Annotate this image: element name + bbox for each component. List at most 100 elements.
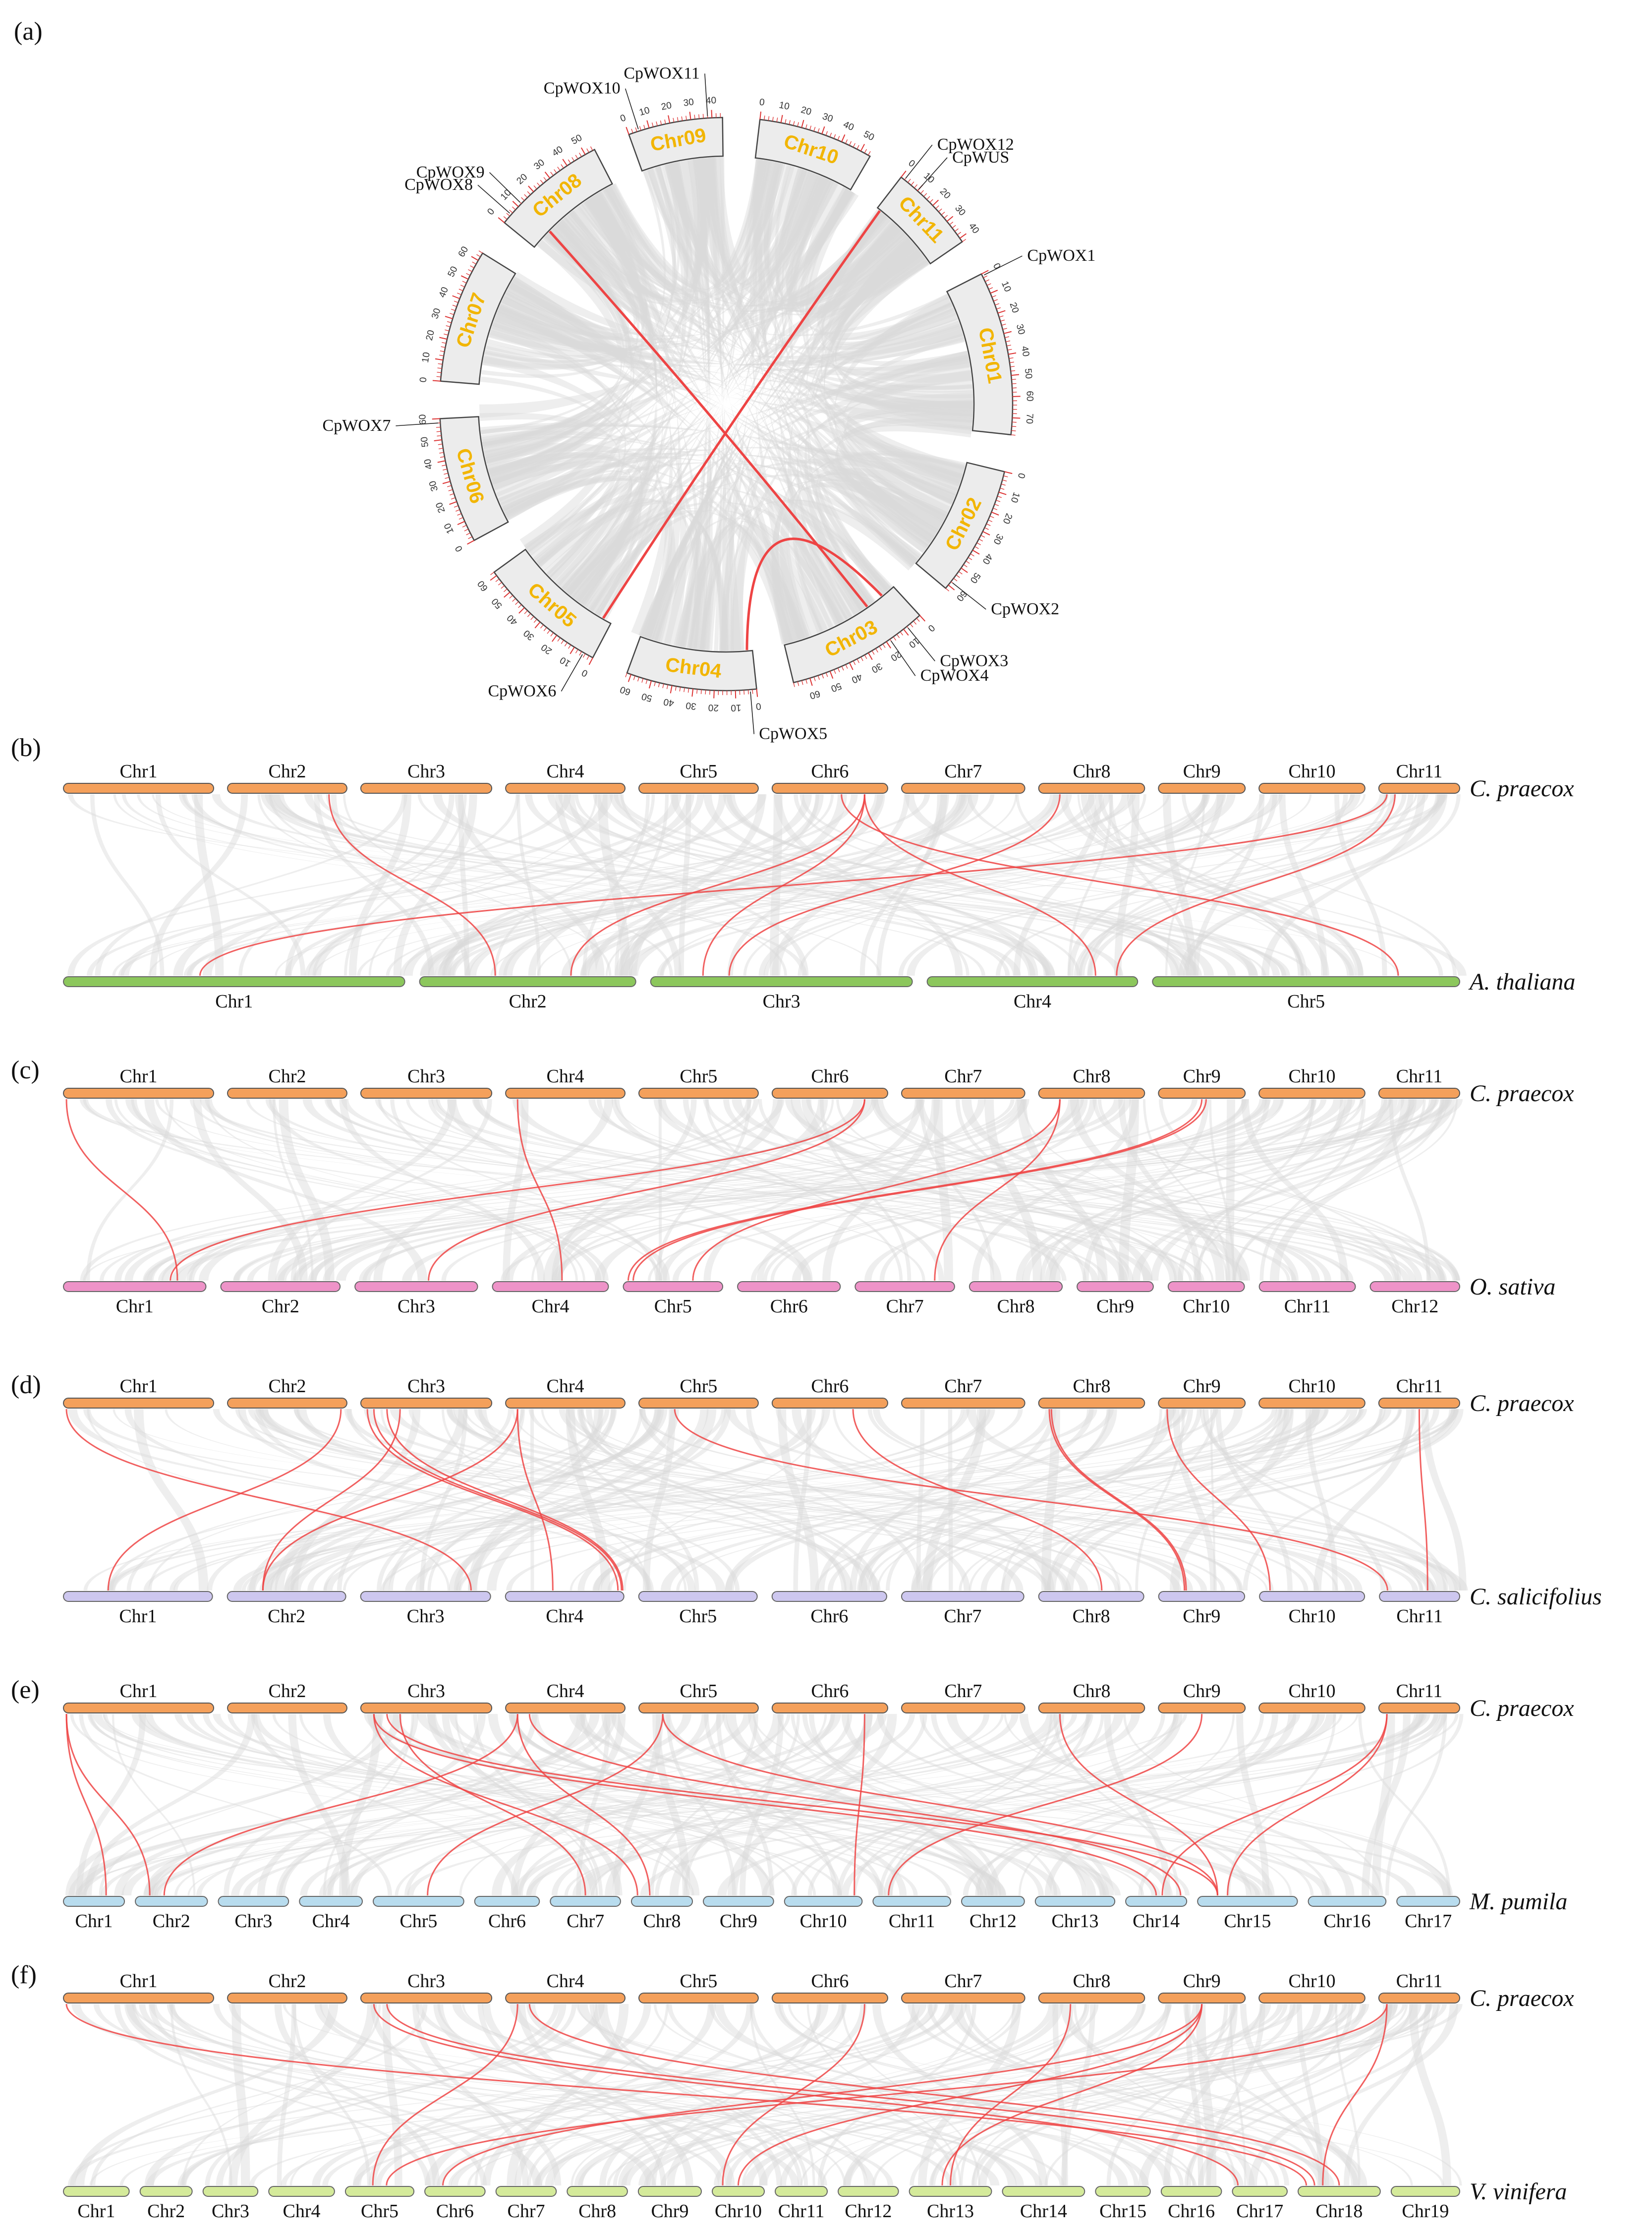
- collinear-block: [254, 1409, 652, 1590]
- collinear-block: [482, 2004, 716, 2185]
- panel-label-e: (e): [11, 1676, 40, 1704]
- tick: [627, 674, 632, 682]
- collinear-block: [233, 1409, 1367, 1590]
- tick: [990, 290, 998, 294]
- collinear-block: [726, 794, 1180, 976]
- tick: [670, 685, 673, 694]
- tick: [1000, 487, 1005, 490]
- tick: [447, 485, 452, 487]
- collinear-block: [152, 1714, 791, 1895]
- tick: [705, 690, 706, 695]
- panel-label-d: (d): [11, 1371, 41, 1399]
- tick: [673, 118, 675, 122]
- collinear-block: [1163, 2004, 1238, 2185]
- syntenic-link: [1166, 1409, 1271, 1591]
- collinear-block: [158, 1099, 1314, 1281]
- tick-label: 10: [731, 702, 741, 713]
- syntenic-link: [199, 794, 1388, 976]
- chromosome-bar: [1152, 976, 1461, 987]
- tick: [462, 281, 467, 284]
- collinear-block: [1081, 794, 1308, 976]
- chromosome-bar: [1077, 1281, 1154, 1292]
- tick: [452, 295, 460, 299]
- chromosome-bar: [505, 783, 626, 794]
- panel-c: Chr1 Chr2 Chr3 Chr4 Chr5 Chr6 Chr7 Chr8 Chr9 Chr1…: [63, 1066, 1574, 1317]
- collinear-block: [612, 1714, 664, 1895]
- background-link: [543, 230, 687, 646]
- chromosome-label: Chr11: [1396, 1376, 1443, 1397]
- tick: [466, 532, 470, 535]
- collinear-block: [1044, 1099, 1387, 1281]
- tick: [445, 329, 450, 332]
- collinear-block: [290, 1409, 421, 1590]
- collinear-block: [1016, 794, 1305, 976]
- tick-label: 0: [991, 261, 1003, 271]
- chromosome-label: Chr15: [1099, 2201, 1146, 2222]
- collinear-block: [528, 1409, 1309, 1590]
- chromosome-label: Chr8: [1073, 1681, 1110, 1702]
- tick: [528, 185, 534, 192]
- collinear-block: [1044, 2004, 1413, 2185]
- tick: [980, 535, 985, 538]
- collinear-block: [732, 1099, 1447, 1281]
- chromosome-label: Chr12: [845, 2201, 892, 2222]
- chromosome-bar: [360, 1993, 493, 2003]
- collinear-block: [314, 2004, 875, 2185]
- tick: [793, 121, 795, 126]
- chromosome-label: Chr6: [811, 1971, 849, 1992]
- chromosome-bar: [360, 783, 493, 794]
- tick: [1006, 345, 1011, 347]
- syntenic-link: [722, 2003, 865, 2186]
- collinear-block: [963, 1714, 1447, 1895]
- background-link: [503, 462, 942, 533]
- chromosome-label: Chr7: [507, 2201, 545, 2222]
- chromosome-bar: [961, 1896, 1025, 1907]
- collinear-block: [653, 2004, 1196, 2185]
- collinear-block: [213, 1409, 1207, 1590]
- tick: [437, 460, 446, 463]
- collinear-block: [260, 1409, 1088, 1590]
- tick-label: 30: [532, 157, 547, 172]
- tick: [533, 619, 537, 623]
- collinear-block: [679, 794, 691, 976]
- syntenic-link: [692, 1099, 1061, 1281]
- tick: [864, 654, 867, 659]
- chromosome-bar: [227, 1703, 347, 1713]
- collinear-block: [442, 794, 834, 976]
- tick: [543, 177, 547, 181]
- background-link: [494, 235, 915, 502]
- collinear-block: [325, 1714, 915, 1895]
- collinear-block: [517, 2004, 693, 2185]
- tick: [470, 265, 474, 268]
- chromosome-label: Chr6: [811, 1066, 849, 1087]
- collinear-block: [378, 1099, 925, 1281]
- chromosome-label: Chr13: [1051, 1911, 1098, 1932]
- collinear-block: [853, 1714, 1104, 1895]
- chromosome-label: Chr13: [927, 2201, 974, 2222]
- tick-label: 70: [1024, 413, 1035, 424]
- collinear-block: [343, 1409, 991, 1590]
- collinear-block: [791, 1714, 1058, 1895]
- collinear-block: [269, 1099, 670, 1281]
- collinear-block: [266, 1409, 970, 1590]
- tick: [935, 205, 939, 209]
- collinear-block: [487, 1409, 717, 1590]
- tick: [856, 145, 859, 150]
- background-link: [559, 216, 962, 351]
- collinear-block: [228, 1714, 952, 1895]
- tick: [432, 418, 440, 420]
- collinear-block: [352, 2004, 847, 2185]
- collinear-block: [1047, 1409, 1216, 1590]
- background-link: [824, 236, 939, 538]
- chromosome-bar: [1258, 783, 1366, 794]
- tick: [561, 640, 564, 644]
- collinear-block: [965, 2004, 1290, 2185]
- collinear-block: [364, 1409, 1193, 1590]
- tick: [879, 646, 882, 650]
- tick: [1006, 340, 1011, 343]
- tick: [920, 190, 924, 194]
- collinear-block: [265, 794, 1236, 976]
- tick-label: 50: [968, 571, 982, 585]
- chromosome-label: Chr10: [800, 1911, 847, 1932]
- tick: [809, 125, 812, 130]
